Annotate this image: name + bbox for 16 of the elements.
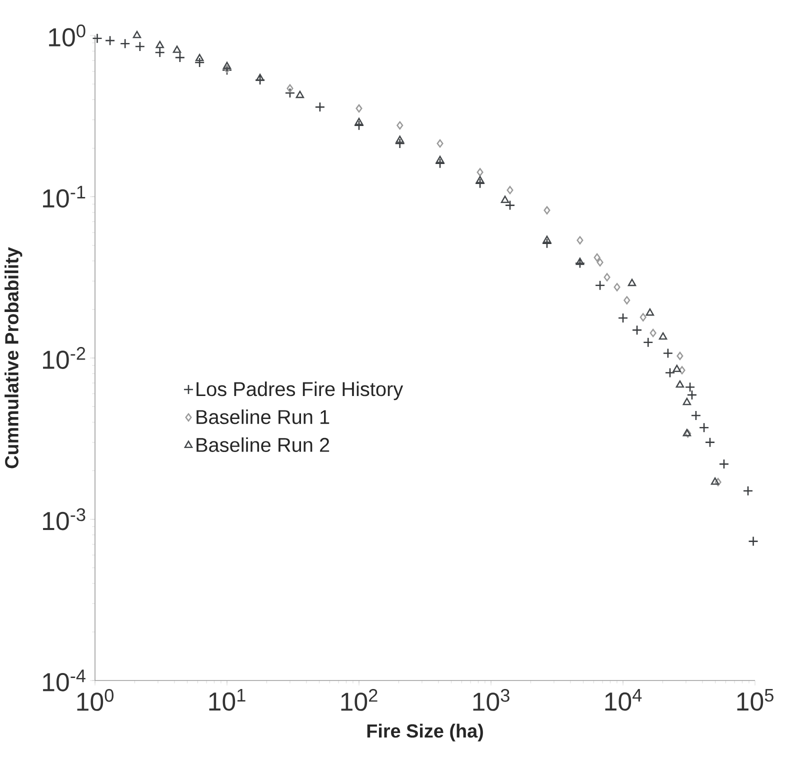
legend-label: Baseline Run 1 (196, 409, 330, 424)
y-axis-title: Cummulative Probability (4, 247, 22, 468)
legend-label: Baseline Run 2 (196, 437, 330, 452)
x-tick-label: 10$^{3}$ (473, 689, 510, 711)
x-axis-title: Fire Size (ha) (367, 724, 483, 742)
x-tick-label: 10$^{1}$ (209, 689, 246, 711)
x-tick-label: 10$^{4}$ (605, 689, 642, 711)
y-tick-label: 10$^{-2}$ (43, 347, 86, 369)
y-tick-label: 10$^{-1}$ (43, 186, 86, 208)
x-tick-label: 10$^{0}$ (77, 689, 114, 711)
x-tick-label: 10$^{5}$ (737, 689, 774, 711)
y-tick-label: 10$^{0}$ (49, 24, 86, 46)
y-tick-label: 10$^{-3}$ (43, 508, 86, 530)
y-tick-label: 10$^{-4}$ (43, 670, 86, 692)
x-tick-label: 10$^{2}$ (341, 689, 378, 711)
legend-label: Los Padres Fire History (196, 382, 404, 400)
